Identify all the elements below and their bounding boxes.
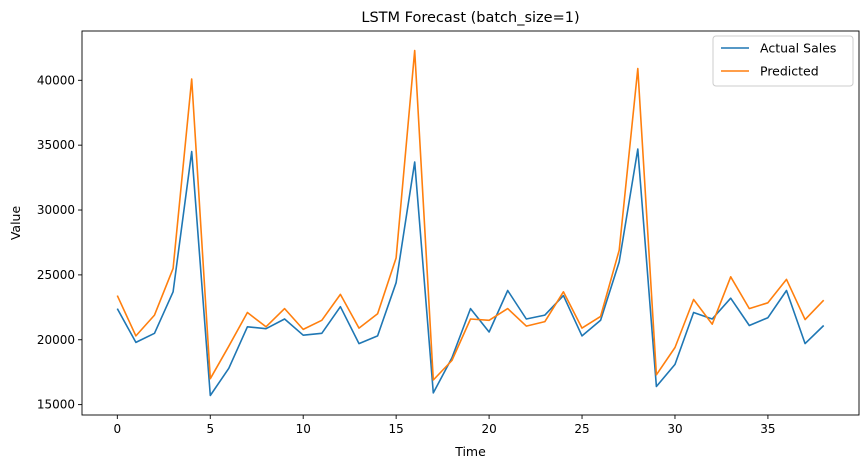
y-tick-label: 25000 xyxy=(37,268,75,282)
series-layer xyxy=(116,49,825,397)
x-tick-label: 5 xyxy=(206,422,214,436)
y-tick-label: 15000 xyxy=(37,398,75,412)
x-tick-label: 35 xyxy=(760,422,775,436)
y-tick-label: 40000 xyxy=(37,73,75,87)
x-tick-label: 25 xyxy=(574,422,589,436)
y-axis-ticks: 15000 20000 25000 30000 35000 40000 xyxy=(37,73,82,412)
x-tick-label: 10 xyxy=(296,422,311,436)
x-axis-label: Time xyxy=(454,444,486,459)
legend-label-actual-sales: Actual Sales xyxy=(760,41,836,56)
y-tick-label: 30000 xyxy=(37,203,75,217)
x-axis-ticks: 0 5 10 15 20 25 30 35 xyxy=(113,415,776,436)
y-tick-label: 20000 xyxy=(37,333,75,347)
legend: Actual Sales Predicted xyxy=(712,35,854,87)
chart-title: LSTM Forecast (batch_size=1) xyxy=(361,10,579,26)
series-line-predicted xyxy=(116,49,825,381)
series-line-actual-sales xyxy=(116,148,825,397)
x-tick-label: 15 xyxy=(389,422,404,436)
x-tick-label: 20 xyxy=(481,422,496,436)
x-tick-label: 30 xyxy=(667,422,682,436)
plot-area-frame xyxy=(81,30,860,416)
x-tick-label: 0 xyxy=(113,422,121,436)
y-tick-label: 35000 xyxy=(37,138,75,152)
legend-label-predicted: Predicted xyxy=(760,64,819,79)
y-axis-label: Value xyxy=(8,206,23,241)
